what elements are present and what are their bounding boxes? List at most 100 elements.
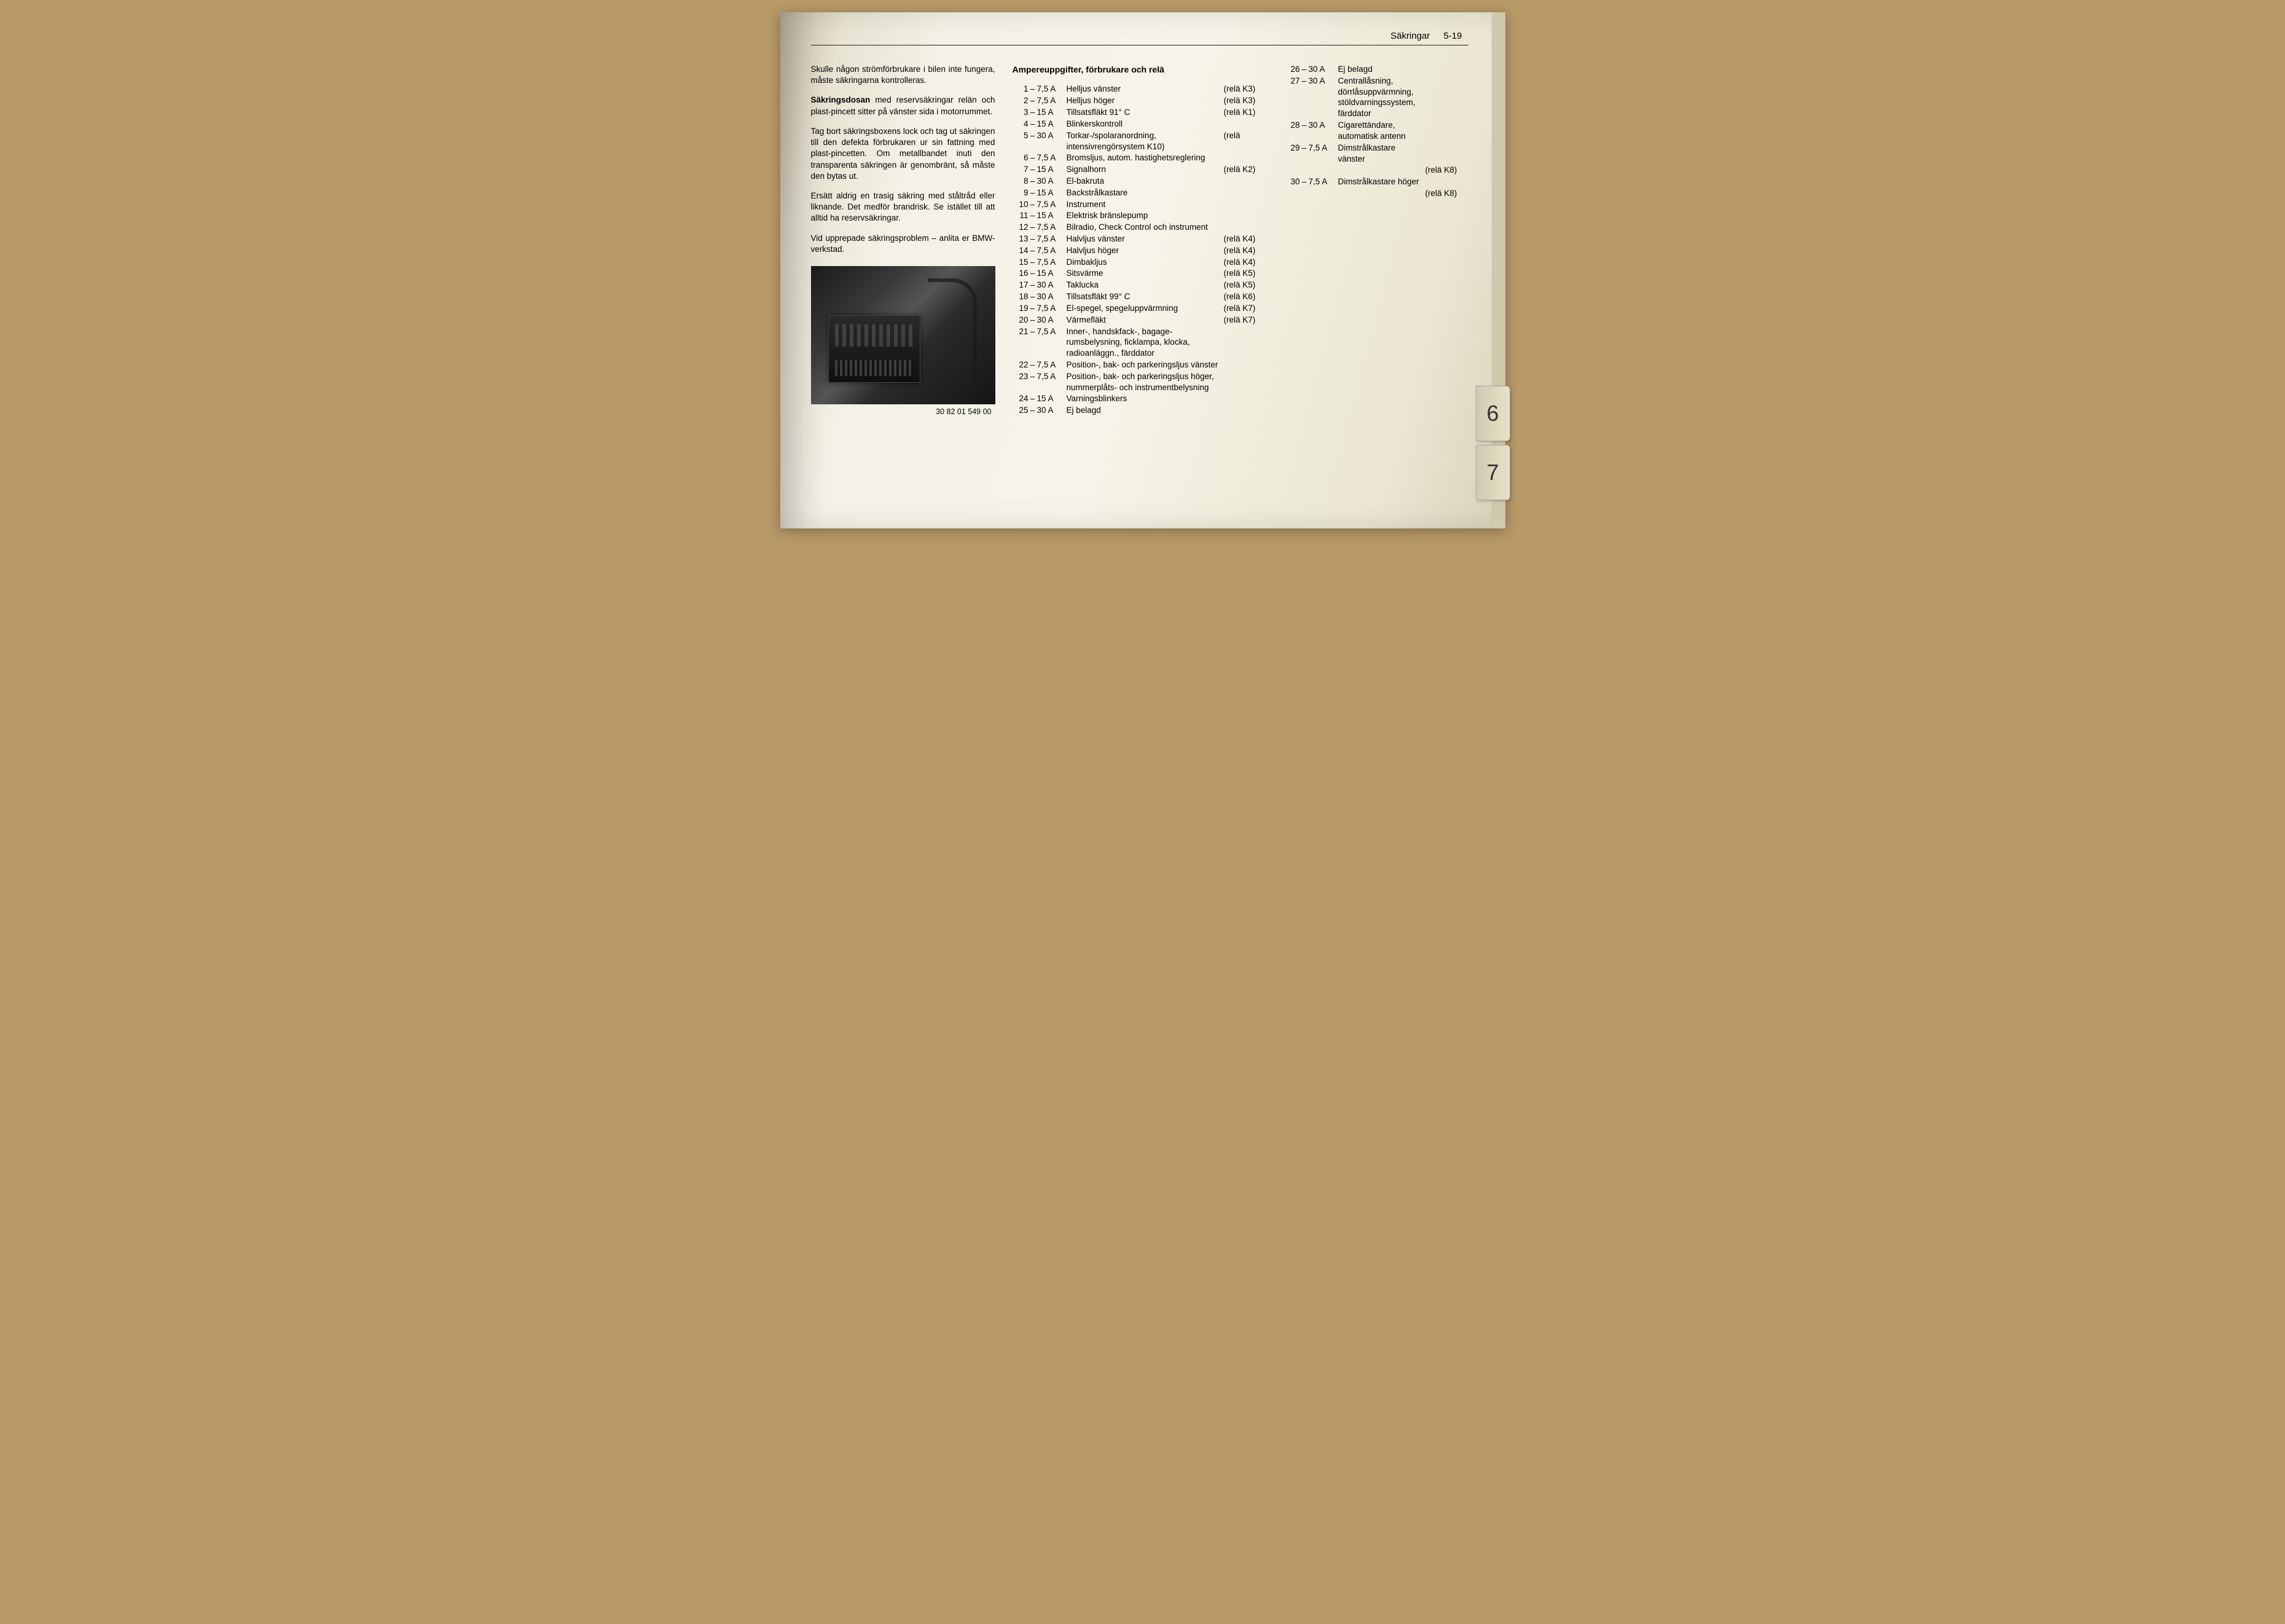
fuse-description: Varningsblinkers	[1067, 393, 1224, 404]
fuse-number: 19	[1013, 303, 1029, 314]
fuse-amperage: 30 A	[1037, 130, 1067, 152]
fuse-amperage: 7,5 A	[1037, 303, 1067, 314]
tab-7[interactable]: 7	[1476, 445, 1510, 500]
fuse-relay: (relä K7)	[1224, 315, 1267, 326]
section-tabs: 6 7	[1476, 386, 1510, 504]
fuse-number: 21	[1013, 326, 1029, 359]
dash: –	[1029, 84, 1037, 95]
fuse-row: 30–7,5 ADimstrålkastare höger	[1284, 176, 1468, 187]
fuse-amperage: 7,5 A	[1037, 257, 1067, 268]
fuse-amperage: 15 A	[1037, 393, 1067, 404]
fuse-relay: (relä	[1224, 130, 1267, 152]
fuse-relay: (relä K3)	[1224, 95, 1267, 106]
fuse-relay	[1425, 76, 1468, 119]
fuse-number: 1	[1013, 84, 1029, 95]
fuse-description: Backstrålkastare	[1067, 187, 1224, 198]
fuse-relay	[1425, 120, 1468, 142]
fuse-description: Ej belagd	[1067, 405, 1224, 416]
fuse-number: 8	[1013, 176, 1029, 187]
fuse-row: 26–30 AEj belagd	[1284, 64, 1468, 75]
fuse-description: El-bakruta	[1067, 176, 1224, 187]
fuse-relay: (relä K1)	[1224, 107, 1267, 118]
fuse-row: 10–7,5 AInstrument	[1013, 199, 1267, 210]
fuse-description: Instrument	[1067, 199, 1224, 210]
dash: –	[1029, 257, 1037, 268]
fuse-description: Bilradio, Check Control och instrument	[1067, 222, 1224, 233]
fuse-description: Inner-, handskfack-, bagage­rumsbelysnin…	[1067, 326, 1224, 359]
dash: –	[1029, 107, 1037, 118]
fuse-description: Centrallåsning, dörrlås­uppvärmning, stö…	[1338, 76, 1425, 119]
fuse-relay: (relä K3)	[1224, 84, 1267, 95]
photo-fusebox	[828, 315, 920, 383]
dash: –	[1029, 199, 1037, 210]
fuse-number: 4	[1013, 119, 1029, 130]
dash: –	[1029, 371, 1037, 393]
fuse-amperage: 15 A	[1037, 107, 1067, 118]
fuse-description: Tillsatsfläkt 99° C	[1067, 291, 1224, 302]
intro-p2-bold: Säkringsdosan	[811, 95, 871, 104]
fuse-number: 7	[1013, 164, 1029, 175]
dash: –	[1029, 303, 1037, 314]
fuse-number: 3	[1013, 107, 1029, 118]
fuse-row: 16–15 ASitsvärme(relä K5)	[1013, 268, 1267, 279]
fuse-description: Tillsatsfläkt 91° C	[1067, 107, 1224, 118]
fuse-amperage: 30 A	[1037, 315, 1067, 326]
fuse-relay	[1224, 371, 1267, 393]
fuse-number: 5	[1013, 130, 1029, 152]
dash: –	[1029, 187, 1037, 198]
fuse-number: 2	[1013, 95, 1029, 106]
fuse-amperage: 30 A	[1037, 176, 1067, 187]
fuse-description: Dimstrålkastare höger	[1338, 176, 1425, 187]
dash: –	[1029, 176, 1037, 187]
fuse-row: 13–7,5 AHalvljus vänster(relä K4)	[1013, 233, 1267, 245]
fuse-row: 21–7,5 AInner-, handskfack-, bagage­rums…	[1013, 326, 1267, 359]
dash: –	[1029, 95, 1037, 106]
header-page-number: 5-19	[1443, 31, 1462, 41]
fuse-amperage: 7,5 A	[1037, 371, 1067, 393]
fuse-list-right: 26–30 AEj belagd27–30 ACentrallåsning, d…	[1284, 64, 1468, 199]
tab-6[interactable]: 6	[1476, 386, 1510, 441]
dash: –	[1029, 210, 1037, 221]
fuse-row: 14–7,5 AHalvljus höger(relä K4)	[1013, 245, 1267, 256]
dash: –	[1029, 130, 1037, 152]
fuse-relay	[1224, 199, 1267, 210]
fuse-amperage: 7,5 A	[1037, 326, 1067, 359]
fuse-amperage: 7,5 A	[1037, 199, 1067, 210]
manual-page: Säkringar 5-19 Skulle någon strömförbruk…	[780, 12, 1505, 528]
fuse-description: Halvljus vänster	[1067, 233, 1224, 245]
fuse-row: 25–30 AEj belagd	[1013, 405, 1267, 416]
dash: –	[1029, 233, 1037, 245]
fuse-description: El-spegel, spegeluppvärm­ning	[1067, 303, 1224, 314]
dash: –	[1029, 164, 1037, 175]
dash: –	[1029, 245, 1037, 256]
fuse-relay: (relä K7)	[1224, 303, 1267, 314]
fuse-description: Blinkerskontroll	[1067, 119, 1224, 130]
fuse-number: 12	[1013, 222, 1029, 233]
fuse-amperage: 7,5 A	[1037, 222, 1067, 233]
fuse-number: 30	[1284, 176, 1300, 187]
fuse-amperage: 7,5 A	[1037, 233, 1067, 245]
fuse-number: 20	[1013, 315, 1029, 326]
intro-p2: Säkringsdosan med reservsäkringar re­län…	[811, 95, 995, 117]
intro-p3: Tag bort säkringsboxens lock och tag ut …	[811, 126, 995, 182]
fusebox-photo	[811, 266, 995, 404]
fuse-amperage: 7,5 A	[1037, 359, 1067, 371]
fuse-relay: (relä K8)	[1425, 165, 1468, 176]
table-heading: Ampereuppgifter, förbrukare och relä	[1013, 64, 1267, 75]
fuse-row: 8–30 AEl-bakruta	[1013, 176, 1267, 187]
fuse-relay	[1224, 119, 1267, 130]
fuse-description: Sitsvärme	[1067, 268, 1224, 279]
fuse-row: 4–15 ABlinkerskontroll	[1013, 119, 1267, 130]
fuse-row: 12–7,5 ABilradio, Check Control och inst…	[1013, 222, 1267, 233]
fuse-amperage: 15 A	[1037, 187, 1067, 198]
fuse-relay	[1224, 152, 1267, 163]
photo-cable	[928, 278, 977, 389]
fuse-relay: (relä K4)	[1224, 233, 1267, 245]
fuse-row: 18–30 ATillsatsfläkt 99° C(relä K6)	[1013, 291, 1267, 302]
fuse-relay	[1425, 143, 1468, 165]
dash: –	[1029, 152, 1037, 163]
fuse-amperage: 7,5 A	[1037, 152, 1067, 163]
fuse-row: 22–7,5 APosition-, bak- och parke­ringsl…	[1013, 359, 1267, 371]
fuse-relay: (relä K5)	[1224, 280, 1267, 291]
fuse-row: 2–7,5 AHelljus höger(relä K3)	[1013, 95, 1267, 106]
